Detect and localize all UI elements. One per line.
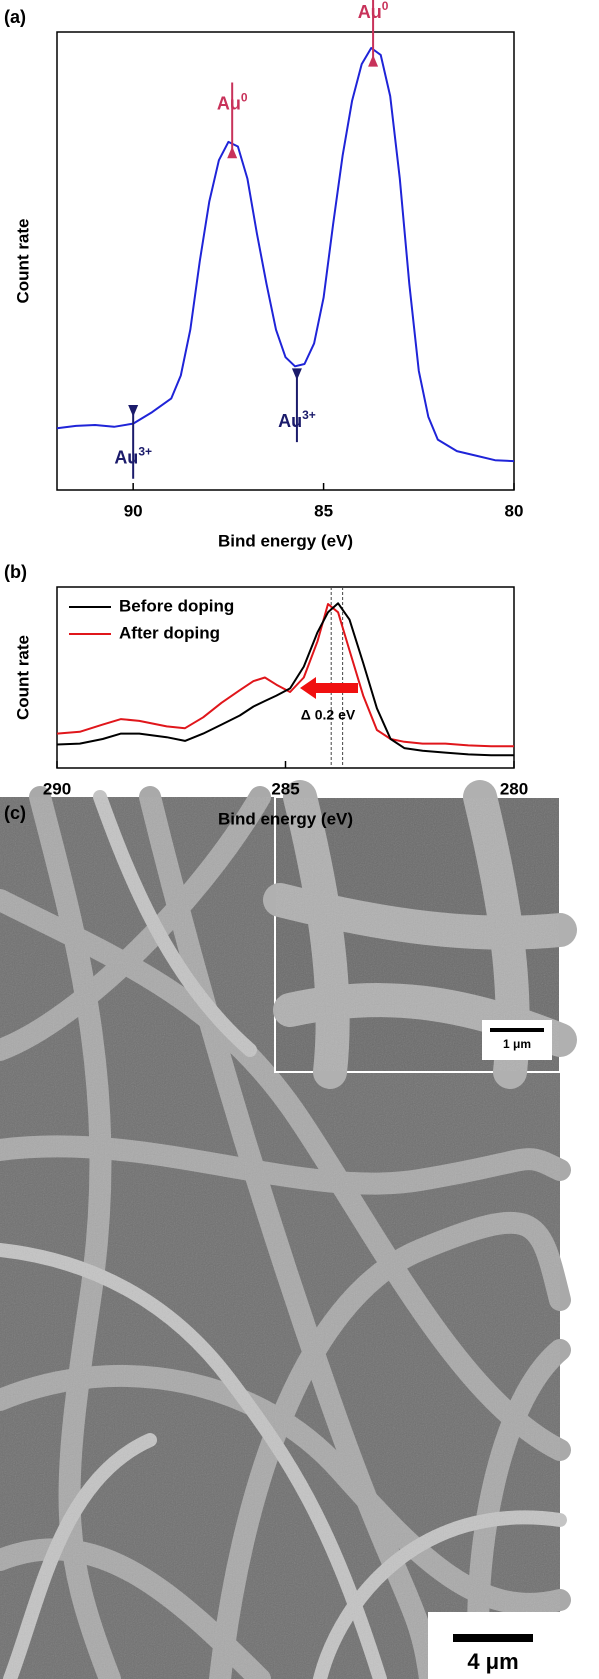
y-axis-title: Count rate [13,219,32,304]
annotation-label: Au3+ [278,408,316,431]
annotation-superscript: 3+ [302,408,316,422]
shift-label: Δ 0.2 eV [301,707,356,723]
x-tick-label: 290 [43,779,71,798]
annotation-text: Au [217,93,241,113]
arrow-head [128,405,139,417]
scale-label: 4 μm [467,1649,518,1674]
x-tick-label: 80 [505,501,524,520]
data-line [56,603,514,748]
x-tick-label: 90 [124,501,143,520]
plot-frame [56,31,515,491]
x-tick-label: 85 [314,501,333,520]
x-axis-title: Bind energy (eV) [218,809,353,828]
arrow-head [227,146,238,159]
panel-label: (c) [4,803,26,823]
annotation-text: Au [114,447,138,467]
panel-label: (b) [4,562,27,582]
data-line [56,602,514,757]
arrow-head [291,368,302,381]
inset-scale-bar: 1 μm [482,1020,552,1060]
shift-arrow [300,677,358,699]
x-axis-title: Bind energy (eV) [218,531,353,550]
annotation-label: Au0 [358,0,389,22]
data-line [56,47,515,463]
annotation-text: Au [358,2,382,22]
annotation-superscript: 3+ [138,445,152,459]
x-tick-label: 280 [500,779,528,798]
annotation-label: Au0 [217,91,248,114]
arrow-head [368,54,379,67]
scale-bar: 4 μm [428,1612,560,1679]
inset-scale-label: 1 μm [503,1037,531,1051]
chart: (b) Bind energy (eV) Count rate 290 285 280 Be… [4,562,528,829]
panel-label: (a) [4,7,26,27]
legend-label: After doping [119,623,220,642]
annotation-text: Au [278,411,302,431]
y-axis-title: Count rate [13,635,32,720]
annotation-superscript: 0 [382,0,389,13]
legend-label: Before doping [119,596,234,615]
x-tick-label: 285 [271,779,299,798]
annotation-label: Au3+ [114,445,152,468]
annotation-superscript: 0 [241,91,248,105]
